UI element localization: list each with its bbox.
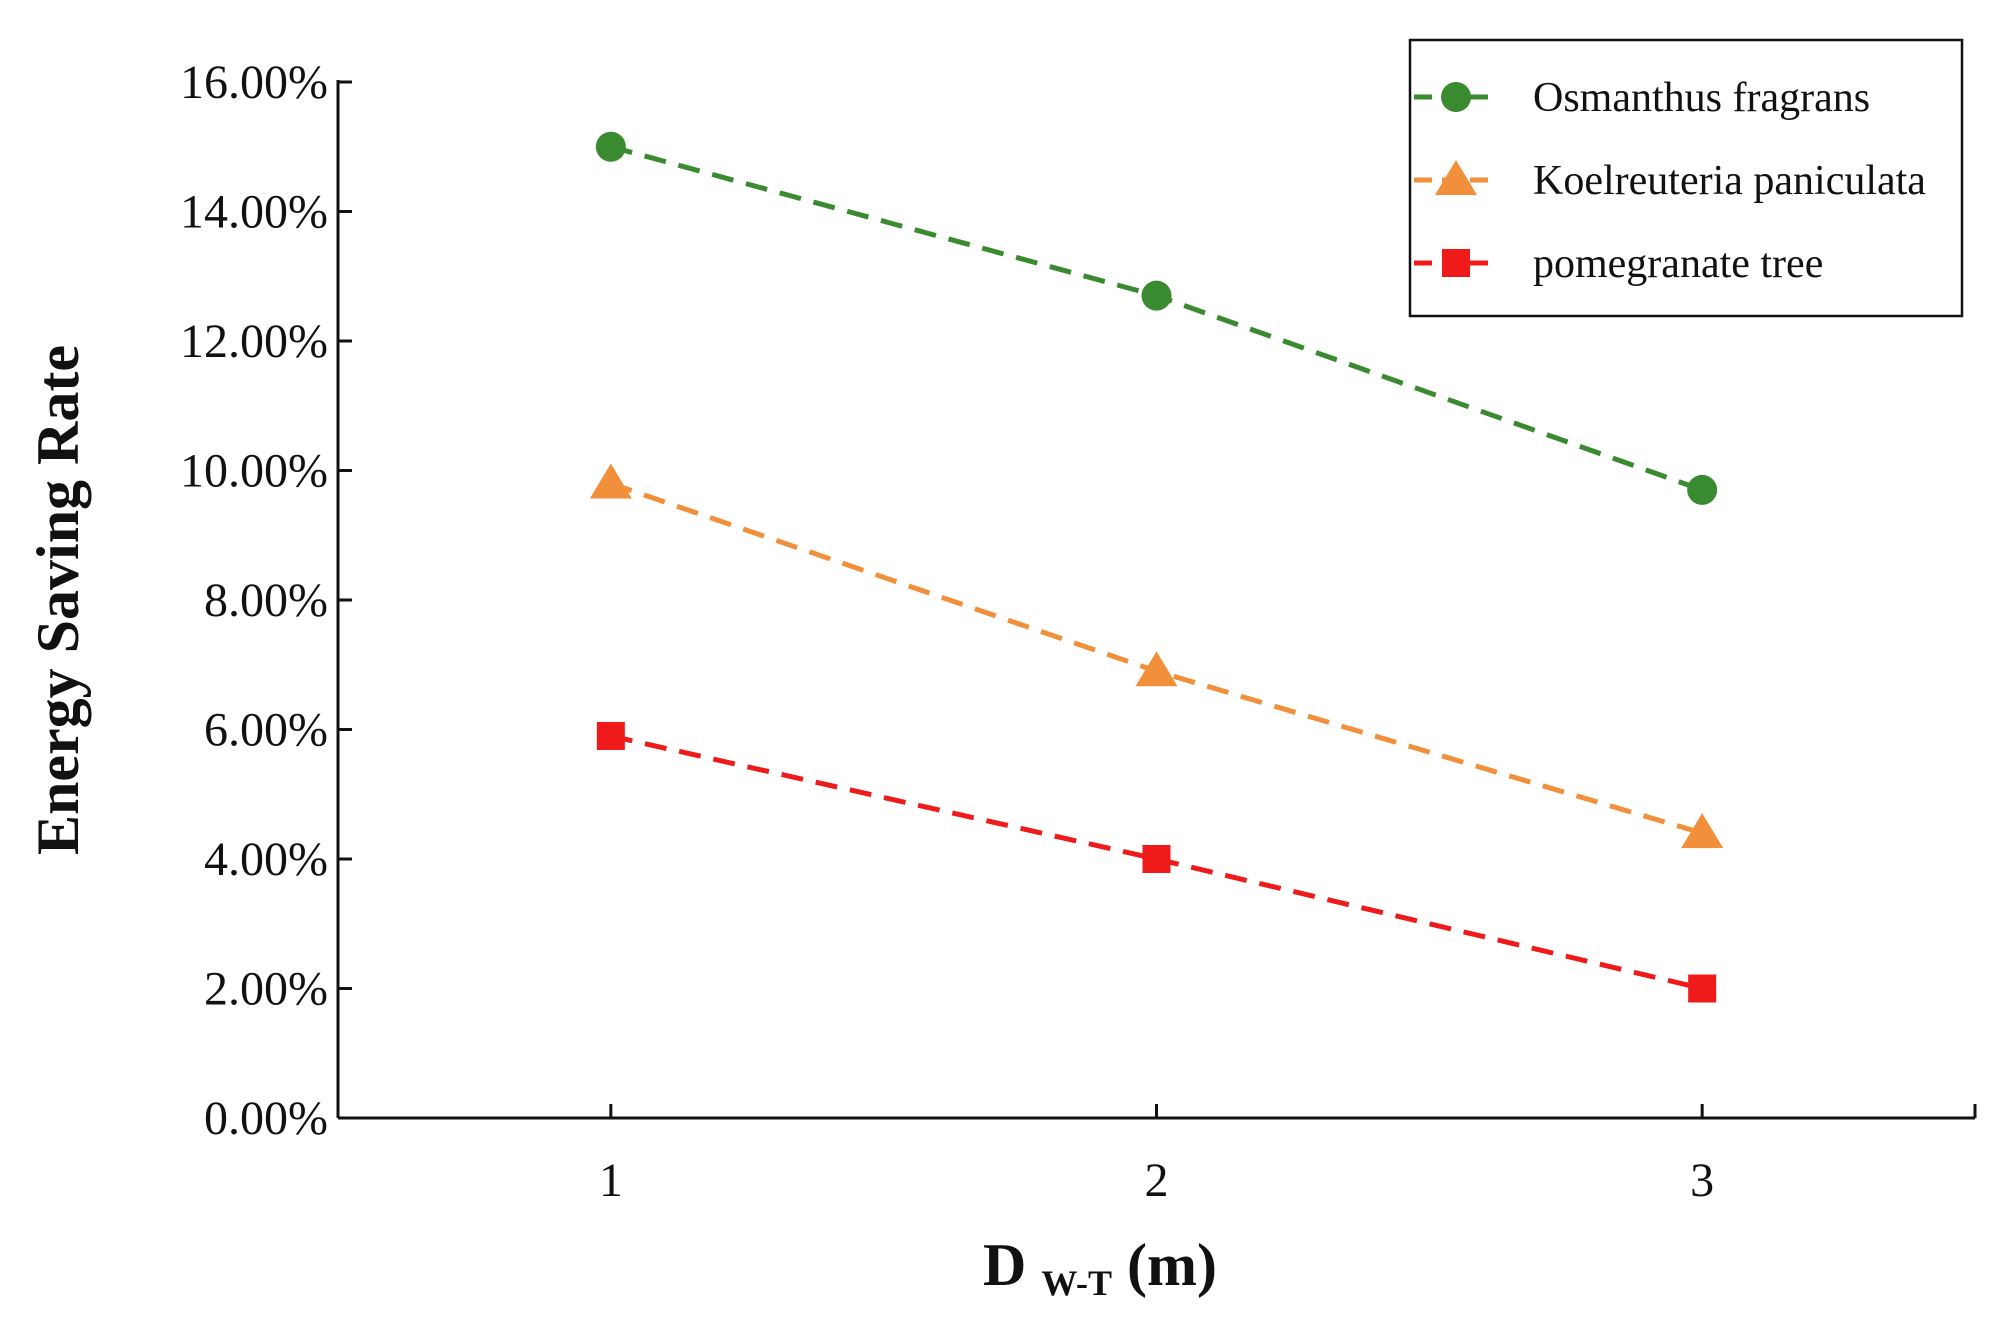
data-point-pomegranate-tree — [1688, 974, 1717, 1003]
series-pomegranate-tree — [596, 721, 1717, 1003]
data-point-osmanthus-fragrans — [1141, 280, 1172, 311]
x-tick-label: 3 — [1690, 1154, 1714, 1207]
data-point-koelreuteria-paniculata — [1135, 651, 1178, 687]
legend-item-koelreuteria-paniculata: Koelreuteria paniculata — [1414, 158, 1926, 204]
y-tick-label: 6.00% — [204, 704, 328, 757]
legend-marker — [1435, 160, 1477, 195]
series-osmanthus-fragrans — [595, 131, 1718, 505]
series-koelreuteria-paniculata — [589, 463, 1724, 849]
legend-item-pomegranate-tree: pomegranate tree — [1414, 241, 1823, 287]
y-tick-label: 2.00% — [204, 963, 328, 1016]
data-point-pomegranate-tree — [596, 721, 625, 750]
x-axis-label-main: D — [983, 1232, 1026, 1298]
x-tick-label: 2 — [1145, 1154, 1169, 1207]
data-point-koelreuteria-paniculata — [1681, 813, 1724, 849]
legend: Osmanthus fragrans Koelreuteria paniculat… — [1408, 38, 1964, 318]
legend-box — [1408, 38, 1964, 318]
y-axis-label: Energy Saving Rate — [25, 345, 91, 855]
legend-label: Koelreuteria paniculata — [1533, 158, 1926, 204]
x-axis-label-suffix: (m) — [1127, 1232, 1217, 1298]
series-line-pomegranate-tree — [610, 733, 1703, 991]
y-tick-label: 8.00% — [204, 574, 328, 627]
data-point-osmanthus-fragrans — [595, 131, 626, 162]
y-ticks: 0.00% 2.00% 4.00% 6.00% 8.00% 10.00% 12.00% 14.… — [180, 56, 352, 1145]
series-layer — [589, 131, 1724, 1003]
y-tick-label: 16.00% — [180, 56, 328, 109]
data-point-pomegranate-tree — [1142, 845, 1171, 873]
y-tick-label: 14.00% — [180, 186, 328, 239]
x-axis-label: D W-T (m) — [983, 1232, 1217, 1308]
data-point-osmanthus-fragrans — [1687, 474, 1718, 505]
legend-marker — [1441, 82, 1471, 112]
x-ticks: 1 2 3 — [599, 1104, 1714, 1207]
legend-label: Osmanthus fragrans — [1533, 75, 1870, 121]
y-tick-label: 0.00% — [204, 1092, 328, 1145]
x-axis-label-subscript: W-T — [1041, 1263, 1112, 1303]
y-tick-label: 12.00% — [180, 315, 328, 368]
legend-marker — [1442, 249, 1470, 277]
data-point-koelreuteria-paniculata — [589, 463, 632, 499]
legend-label: pomegranate tree — [1533, 241, 1823, 287]
legend-item-osmanthus-fragrans: Osmanthus fragrans — [1414, 75, 1870, 121]
x-tick-label: 1 — [599, 1154, 623, 1207]
y-tick-label: 4.00% — [204, 833, 328, 886]
y-tick-label: 10.00% — [180, 445, 328, 498]
